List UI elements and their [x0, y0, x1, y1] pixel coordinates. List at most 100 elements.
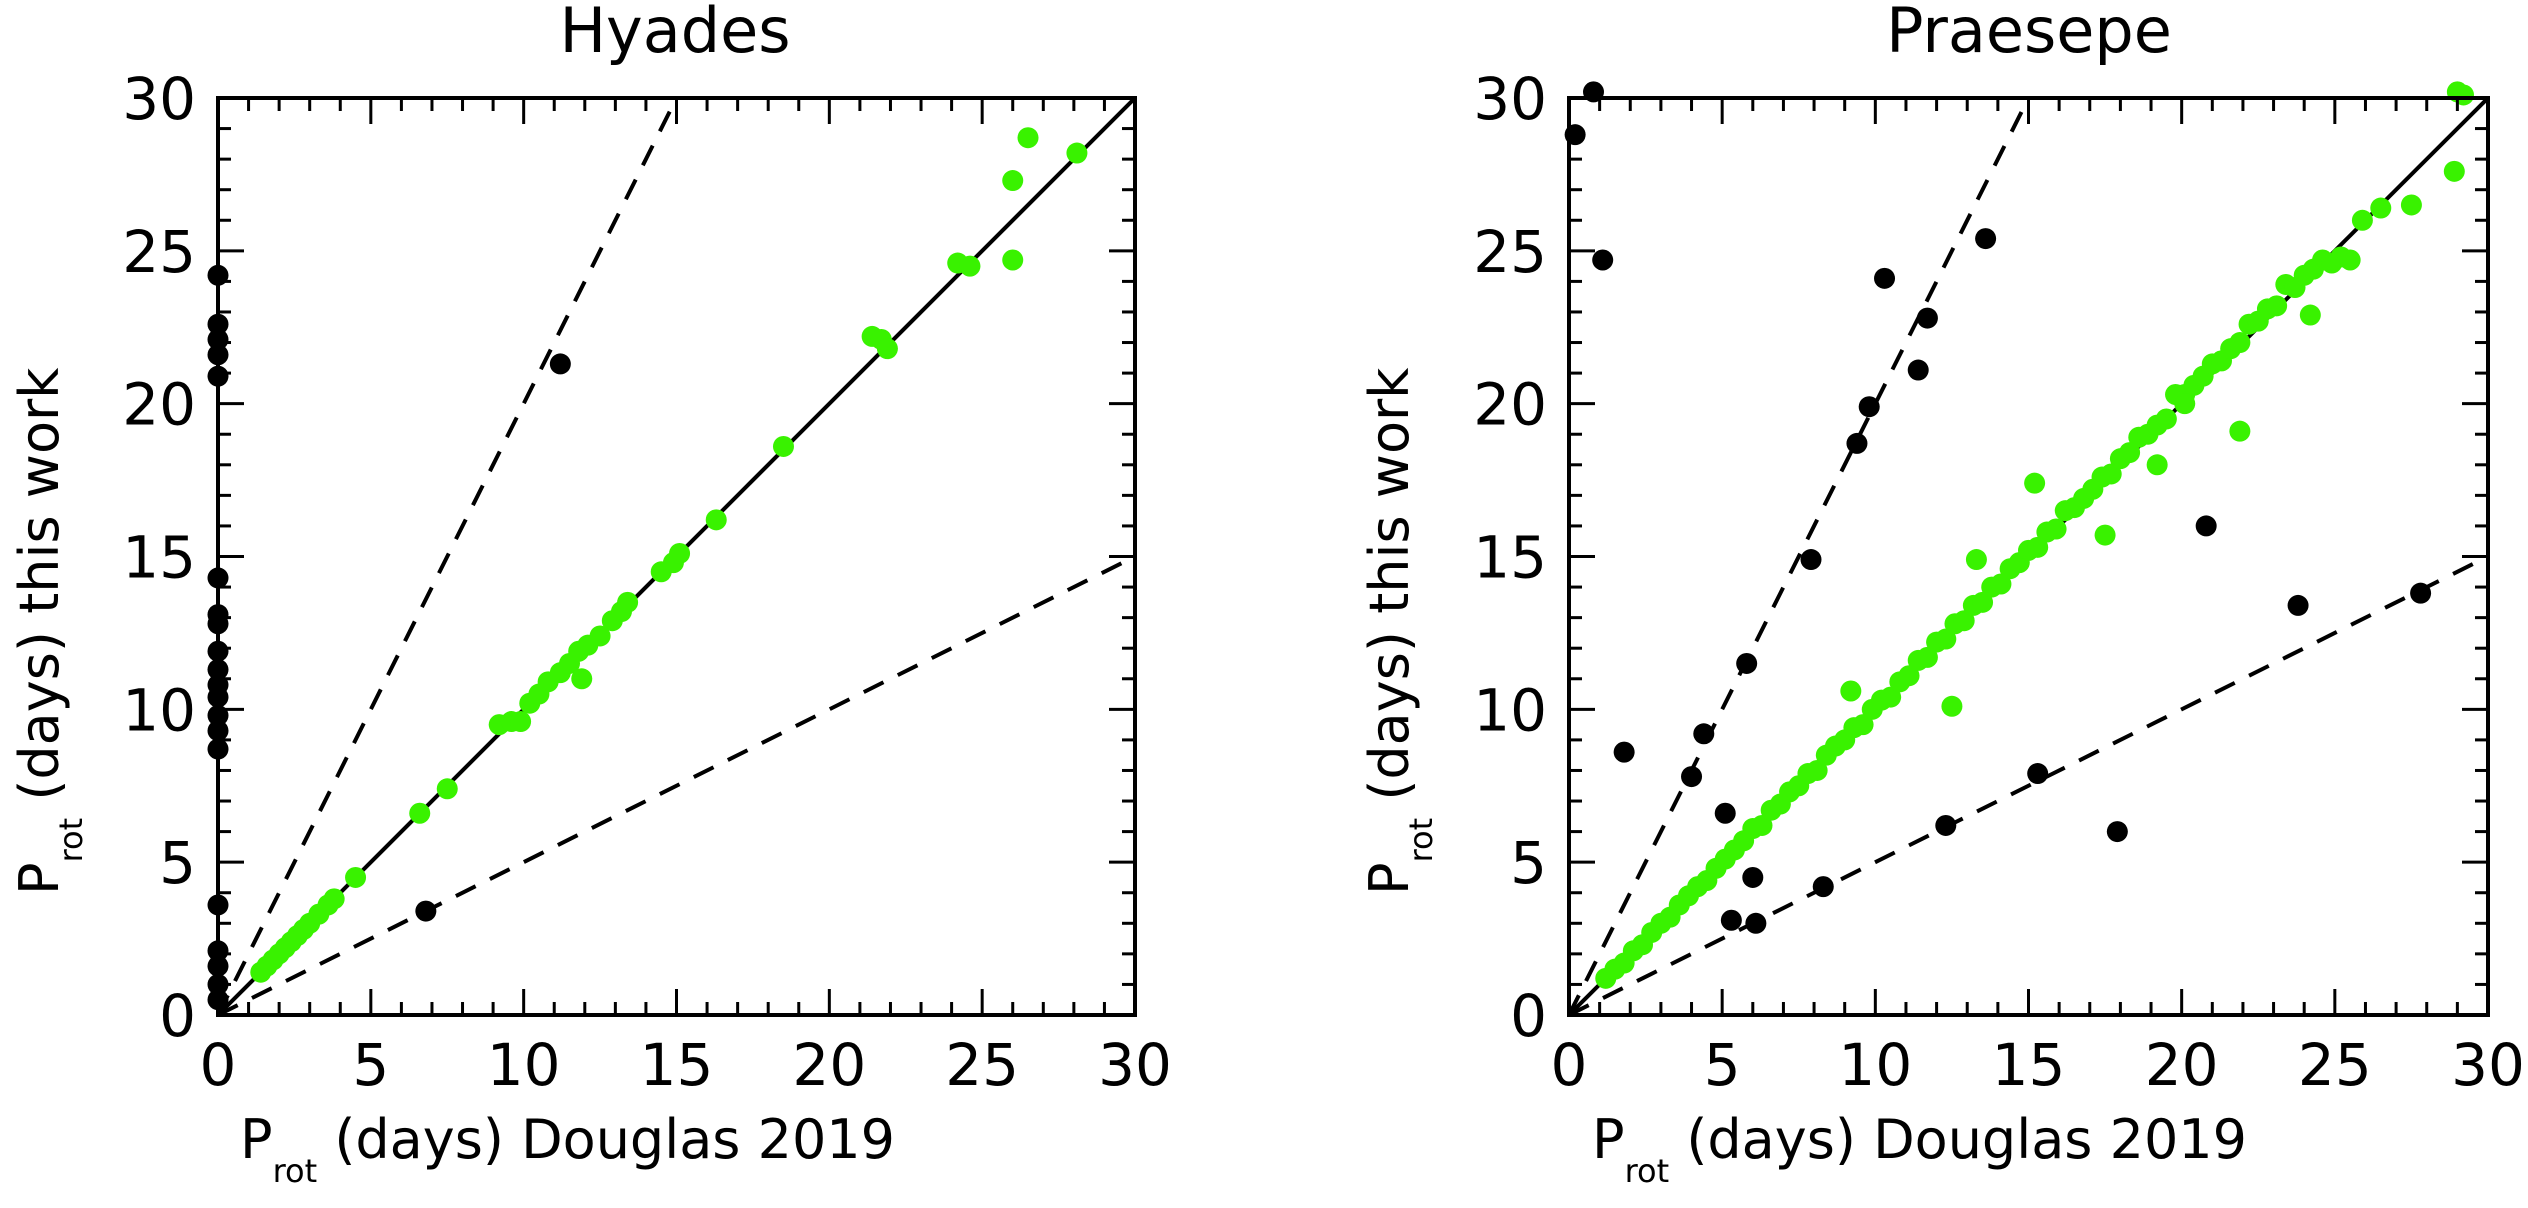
hyades-member-point — [571, 668, 593, 690]
praesepe-member-point — [1990, 573, 2012, 595]
praesepe-outlier-point — [1681, 766, 1703, 788]
praesepe-y-tick-label: 20 — [1473, 371, 1547, 439]
hyades-x-tick-label: 0 — [200, 1031, 237, 1099]
praesepe-member-point — [2443, 160, 2465, 182]
praesepe-y-axis-label: Prot (days) this work — [1358, 367, 1440, 895]
praesepe-y-tick-label: 10 — [1473, 676, 1547, 744]
hyades-title: Hyades — [559, 0, 790, 67]
praesepe-y-tick-label: 30 — [1473, 65, 1547, 133]
praesepe-y-tick-label: 15 — [1473, 524, 1547, 592]
hyades-ticks — [218, 98, 1135, 1015]
hyades-x-tick-labels: 0 5 10 15 20 25 30 — [200, 1031, 1172, 1099]
praesepe-member-point — [1806, 759, 1828, 781]
hyades-member-point — [1017, 127, 1039, 149]
praesepe-x-tick-labels: 0 5 10 15 20 25 30 — [1551, 1031, 2525, 1099]
hyades-ref-line-double — [218, 98, 679, 1015]
praesepe-outlier-point — [1745, 912, 1767, 934]
praesepe-y-tick-label: 25 — [1473, 218, 1547, 286]
hyades-x-axis-label: Prot (days) Douglas 2019 — [240, 1108, 895, 1190]
hyades-outlier-point — [549, 353, 571, 375]
praesepe-outlier-point — [1935, 814, 1957, 836]
hyades-member-point — [1002, 170, 1024, 192]
praesepe-member-point — [2174, 393, 2196, 415]
hyades-member-point — [589, 625, 611, 647]
praesepe-member-point — [1965, 549, 1987, 571]
praesepe-outlier-point — [1714, 802, 1736, 824]
praesepe-member-point — [1941, 695, 1963, 717]
praesepe-outlier-point — [1916, 307, 1938, 329]
praesepe-outlier-point — [1613, 741, 1635, 763]
praesepe-outlier-point — [1907, 359, 1929, 381]
praesepe-points — [1564, 81, 2474, 989]
praesepe-member-point — [2266, 295, 2288, 317]
praesepe-outlier-point — [2106, 821, 2128, 843]
hyades-panel: Hyades 0 5 10 15 20 25 30 0 5 10 15 20 25 30 Prot (d… — [8, 0, 1172, 1190]
praesepe-member-point — [1751, 814, 1773, 836]
praesepe-member-point — [1880, 686, 1902, 708]
hyades-member-point — [323, 888, 345, 910]
hyades-member-point — [876, 338, 898, 360]
hyades-member-point — [409, 802, 431, 824]
hyades-y-tick-label: 30 — [122, 65, 196, 133]
hyades-x-tick-label: 10 — [487, 1031, 561, 1099]
hyades-x-tick-label: 30 — [1098, 1031, 1172, 1099]
praesepe-member-point — [2351, 209, 2373, 231]
praesepe-ref-line-half — [1569, 554, 2488, 1015]
praesepe-outlier-point — [1846, 432, 1868, 454]
hyades-ref-line-half — [218, 554, 1135, 1015]
hyades-x-tick-label: 15 — [640, 1031, 714, 1099]
praesepe-member-point — [2045, 518, 2067, 540]
praesepe-member-point — [2119, 442, 2141, 464]
praesepe-outlier-point — [1874, 267, 1896, 289]
hyades-y-tick-label: 15 — [122, 524, 196, 592]
hyades-member-point — [510, 711, 532, 733]
hyades-member-point — [345, 866, 367, 888]
praesepe-member-point — [1916, 646, 1938, 668]
hyades-member-point — [1066, 142, 1088, 164]
praesepe-title: Praesepe — [1886, 0, 2172, 67]
praesepe-member-point — [1852, 714, 1874, 736]
praesepe-x-tick-label: 0 — [1551, 1031, 1588, 1099]
hyades-y-tick-label: 10 — [122, 676, 196, 744]
hyades-y-tick-label: 20 — [122, 371, 196, 439]
hyades-points — [207, 127, 1088, 1011]
praesepe-x-axis-label: Prot (days) Douglas 2019 — [1592, 1108, 2247, 1190]
praesepe-x-tick-label: 5 — [1704, 1031, 1741, 1099]
praesepe-outlier-point — [1693, 723, 1715, 745]
praesepe-member-point — [2400, 194, 2422, 216]
praesepe-member-point — [1840, 680, 1862, 702]
praesepe-outlier-point — [1736, 652, 1758, 674]
praesepe-outlier-point — [2410, 582, 2432, 604]
praesepe-y-tick-label: 0 — [1510, 982, 1547, 1050]
hyades-x-tick-label: 25 — [945, 1031, 1019, 1099]
hyades-y-tick-labels: 0 5 10 15 20 25 30 — [122, 65, 196, 1050]
praesepe-y-tick-label: 5 — [1510, 829, 1547, 897]
praesepe-outlier-point — [1742, 866, 1764, 888]
praesepe-member-point — [1972, 591, 1994, 613]
praesepe-member-point — [2100, 463, 2122, 485]
praesepe-member-point — [2155, 408, 2177, 430]
praesepe-ref-line-double — [1569, 98, 2031, 1015]
praesepe-panel: Praesepe 0 5 10 15 20 25 30 0 5 10 15 20 25 30 Prot … — [1358, 0, 2525, 1190]
praesepe-outlier-point — [1975, 228, 1997, 250]
hyades-y-tick-label: 5 — [159, 829, 196, 897]
praesepe-outlier-point — [1720, 909, 1742, 931]
hyades-member-point — [436, 778, 458, 800]
praesepe-x-tick-label: 15 — [1992, 1031, 2066, 1099]
hyades-member-point — [705, 509, 727, 531]
praesepe-member-point — [2024, 472, 2046, 494]
praesepe-x-tick-label: 10 — [1838, 1031, 1912, 1099]
hyades-x-tick-label: 5 — [352, 1031, 389, 1099]
praesepe-member-point — [1953, 610, 1975, 632]
praesepe-member-point — [2027, 536, 2049, 558]
praesepe-member-point — [1935, 628, 1957, 650]
hyades-member-point — [1002, 249, 1024, 271]
praesepe-outlier-point — [2195, 515, 2217, 537]
praesepe-y-tick-labels: 0 5 10 15 20 25 30 — [1473, 65, 1547, 1050]
praesepe-member-point — [2229, 420, 2251, 442]
praesepe-member-point — [2339, 249, 2361, 271]
praesepe-outlier-point — [2287, 594, 2309, 616]
praesepe-ticks — [1569, 98, 2488, 1015]
praesepe-member-point — [2146, 454, 2168, 476]
praesepe-member-point — [1898, 665, 1920, 687]
